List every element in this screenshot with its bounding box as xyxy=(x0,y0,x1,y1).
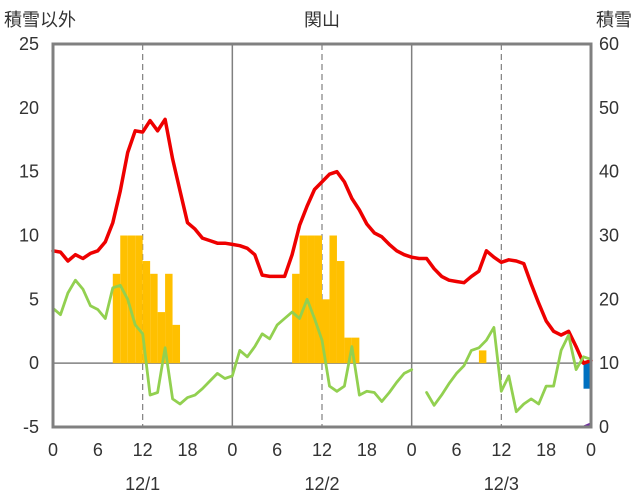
tick-labels: -5 0 5 10 15 20 25 0 10 20 30 40 50 60 0 6 12 18 0 6 12 18 0 6 1… xyxy=(19,34,619,460)
precip-bar xyxy=(150,273,158,364)
x-tick-label: 6 xyxy=(93,440,103,460)
x-tick-label: 6 xyxy=(272,440,282,460)
y-right-tick-label: 30 xyxy=(599,226,619,246)
date-label: 12/3 xyxy=(484,474,519,494)
precip-bar xyxy=(344,337,352,364)
y-left-tick-label: -5 xyxy=(23,417,39,437)
y-left-tick-label: 0 xyxy=(29,353,39,373)
date-labels: 12/1 12/2 12/3 xyxy=(125,474,519,494)
x-tick-label: 6 xyxy=(451,440,461,460)
x-tick-label: 18 xyxy=(536,440,556,460)
y-right-tick-label: 50 xyxy=(599,98,619,118)
x-tick-label: 0 xyxy=(227,440,237,460)
y-left-tick-label: 5 xyxy=(29,289,39,309)
precip-bar xyxy=(322,299,330,364)
x-tick-label: 12 xyxy=(312,440,332,460)
blue-bar xyxy=(583,363,590,389)
x-tick-label: 0 xyxy=(48,440,58,460)
precip-bar xyxy=(299,235,308,364)
precip-bar xyxy=(135,235,143,364)
precip-bar xyxy=(329,235,337,364)
precip-bar xyxy=(172,324,181,364)
x-tick-label: 12 xyxy=(491,440,511,460)
precip-bar xyxy=(307,235,315,364)
date-label: 12/1 xyxy=(125,474,160,494)
x-tick-label: 0 xyxy=(407,440,417,460)
chart-title: 関山 xyxy=(304,10,340,31)
x-tick-label: 12 xyxy=(133,440,153,460)
x-tick-label: 18 xyxy=(357,440,377,460)
y-right-tick-label: 60 xyxy=(599,34,619,54)
y-left-tick-label: 25 xyxy=(19,34,39,54)
precip-bar xyxy=(157,312,166,364)
y-right-tick-label: 40 xyxy=(599,162,619,182)
precip-bar xyxy=(112,273,121,364)
x-tick-label: 18 xyxy=(177,440,197,460)
left-axis-title: 積雪以外 xyxy=(4,10,76,31)
precip-bar xyxy=(292,273,300,364)
precip-bar xyxy=(336,261,345,364)
green-line xyxy=(51,278,593,414)
temperature-line xyxy=(51,117,593,365)
x-tick-label: 0 xyxy=(586,440,596,460)
bar-series xyxy=(112,235,590,389)
y-right-tick-label: 20 xyxy=(599,289,619,309)
plot-frame xyxy=(51,42,593,429)
date-label: 12/2 xyxy=(304,474,339,494)
precip-bar xyxy=(142,261,151,364)
precip-bar xyxy=(478,350,487,364)
precip-bar xyxy=(120,235,128,364)
y-left-tick-label: 20 xyxy=(19,98,39,118)
y-left-tick-label: 10 xyxy=(19,226,39,246)
y-right-tick-label: 0 xyxy=(599,417,609,437)
precip-bar xyxy=(165,273,173,364)
precip-bar xyxy=(351,337,360,364)
precip-bar xyxy=(314,235,322,364)
precip-bar xyxy=(127,235,136,364)
right-axis-title: 積雪 xyxy=(596,10,632,31)
y-left-tick-label: 15 xyxy=(19,162,39,182)
y-right-tick-label: 10 xyxy=(599,353,619,373)
